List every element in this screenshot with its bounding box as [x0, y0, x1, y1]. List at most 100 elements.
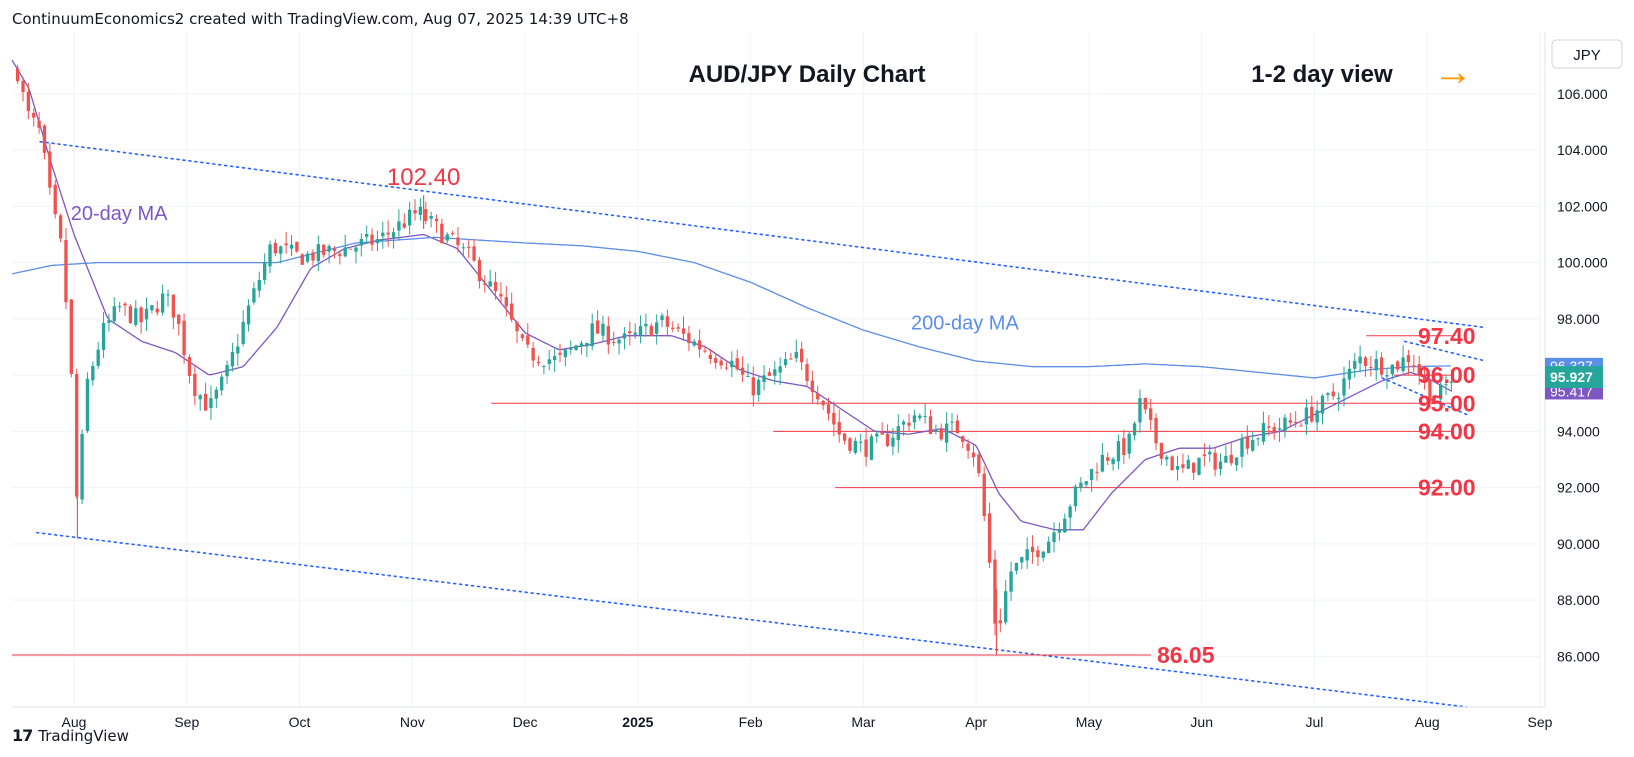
candle: [160, 284, 165, 316]
candle: [864, 427, 868, 467]
y-tick-label: 90.000: [1557, 536, 1600, 552]
candle-body: [633, 332, 637, 335]
candle: [1218, 453, 1223, 476]
candle-body: [220, 376, 224, 391]
candle: [279, 245, 283, 264]
candle-body: [762, 375, 766, 382]
candle-body: [859, 441, 863, 443]
candle: [386, 220, 390, 247]
candle: [939, 423, 943, 441]
footer: 17 TradingView: [12, 726, 129, 745]
candle-body: [112, 306, 116, 321]
candle-body: [1336, 397, 1341, 400]
candle: [187, 354, 192, 384]
candle-body: [848, 438, 852, 451]
y-tick-label: 104.000: [1557, 142, 1608, 158]
candle-body: [934, 429, 938, 432]
candle-body: [1449, 381, 1454, 383]
candle: [1438, 375, 1443, 406]
currency-box[interactable]: [1551, 39, 1623, 69]
candle: [1116, 434, 1121, 470]
candle: [257, 271, 261, 298]
candle: [902, 419, 906, 436]
candle: [424, 201, 428, 224]
candle: [1412, 354, 1416, 373]
candle: [1417, 356, 1421, 385]
candle: [209, 385, 213, 421]
candle: [203, 382, 208, 411]
candle: [885, 424, 890, 448]
candle-body: [998, 620, 1002, 624]
candle: [1154, 413, 1158, 451]
candle-body: [101, 322, 106, 350]
candle: [1100, 442, 1105, 473]
x-tick-label: Jun: [1190, 714, 1213, 730]
candle: [918, 413, 922, 421]
candle-body: [1326, 393, 1330, 395]
candle: [1444, 375, 1448, 396]
candle: [1240, 433, 1244, 468]
candle: [671, 321, 675, 333]
candle: [816, 385, 820, 405]
candle: [1428, 379, 1432, 409]
candle: [1304, 399, 1309, 435]
candle: [536, 355, 541, 366]
candle-body: [880, 432, 884, 435]
candle: [928, 409, 933, 435]
candle: [563, 348, 568, 367]
candle: [1079, 477, 1083, 492]
candle-body: [697, 340, 702, 350]
candle: [32, 108, 36, 127]
candle: [75, 368, 79, 499]
candle: [107, 313, 111, 332]
candle: [821, 399, 825, 410]
candle-body: [1379, 357, 1384, 375]
candle-body: [359, 238, 363, 246]
candle-body: [977, 454, 981, 474]
candle: [789, 353, 793, 360]
candle-body: [687, 333, 691, 344]
candle-body: [1369, 366, 1373, 368]
candle: [1089, 468, 1094, 492]
candle: [998, 608, 1002, 633]
candle-body: [440, 223, 444, 244]
candle-body: [96, 349, 100, 366]
candle: [1186, 455, 1190, 470]
candle-body: [214, 389, 218, 399]
candle: [794, 339, 798, 363]
candle: [1315, 400, 1319, 431]
candle-body: [1261, 423, 1266, 442]
candle-body: [1132, 423, 1137, 436]
candle: [381, 221, 385, 249]
candle: [305, 251, 310, 264]
candle-body: [671, 327, 675, 330]
candle: [91, 361, 95, 386]
candle-body: [365, 233, 369, 237]
candle: [1046, 536, 1051, 554]
candle: [434, 214, 439, 233]
candle-body: [1191, 462, 1196, 473]
candle-body: [515, 322, 519, 332]
candle: [499, 282, 503, 303]
candle-body: [1277, 428, 1282, 430]
candle-body: [289, 244, 294, 249]
candle: [1025, 537, 1029, 569]
candle-body: [279, 246, 283, 254]
candle: [1336, 392, 1341, 412]
candle: [262, 253, 267, 285]
candle-body: [467, 247, 471, 249]
candle: [295, 241, 299, 254]
x-tick-label: Sep: [174, 714, 199, 730]
candle: [1009, 561, 1013, 602]
price-badge: [1545, 366, 1603, 389]
candle-body: [177, 314, 181, 324]
view-label: 1-2 day view: [1251, 61, 1393, 88]
candle-body: [1004, 591, 1008, 623]
candle: [778, 357, 782, 385]
candle: [1379, 352, 1384, 377]
candle-body: [837, 422, 841, 435]
candle-body: [950, 421, 954, 423]
candle: [359, 233, 363, 257]
candle: [1143, 397, 1147, 414]
